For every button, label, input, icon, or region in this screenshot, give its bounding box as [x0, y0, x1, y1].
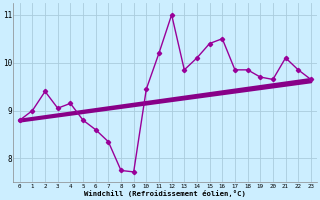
X-axis label: Windchill (Refroidissement éolien,°C): Windchill (Refroidissement éolien,°C) — [84, 190, 246, 197]
